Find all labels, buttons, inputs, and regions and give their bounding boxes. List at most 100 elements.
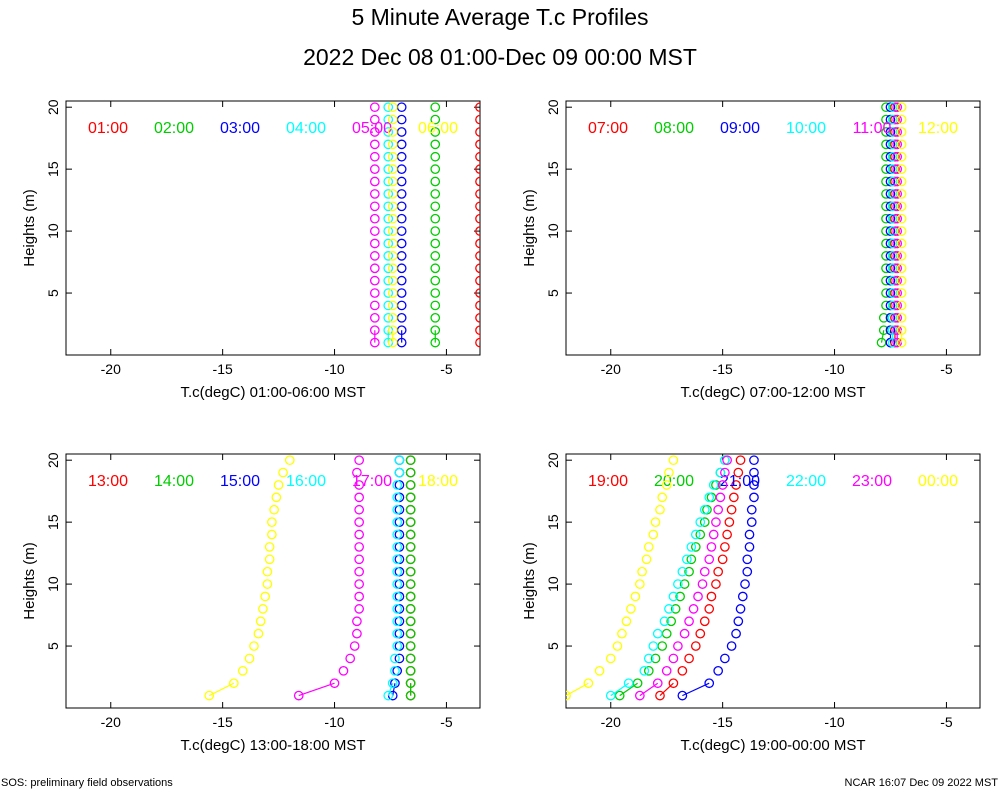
- data-point: [892, 226, 903, 236]
- x-tick-label: -15: [213, 714, 233, 730]
- data-point: [369, 312, 380, 323]
- legend-label: 21:00: [720, 473, 760, 490]
- data-point: [881, 176, 891, 187]
- x-tick-label: -10: [324, 361, 344, 377]
- data-point: [706, 542, 717, 552]
- data-point: [387, 337, 398, 348]
- data-point: [392, 542, 403, 552]
- data-point: [396, 300, 407, 311]
- data-point: [387, 263, 398, 274]
- data-point: [369, 151, 380, 162]
- data-point: [673, 641, 683, 651]
- data-point: [396, 213, 407, 224]
- data-point: [896, 213, 907, 224]
- data-point: [430, 114, 441, 125]
- data-point: [387, 678, 398, 689]
- data-point: [396, 127, 407, 137]
- data-point: [731, 480, 741, 490]
- data-point: [673, 579, 683, 589]
- data-point: [749, 455, 759, 466]
- data-point: [204, 690, 215, 701]
- data-point: [354, 517, 365, 527]
- data-point: [352, 628, 362, 639]
- data-point: [352, 467, 362, 478]
- data-point: [896, 300, 907, 311]
- legend-label: 05:00: [352, 120, 392, 137]
- data-point: [664, 604, 674, 614]
- data-point: [405, 641, 416, 651]
- data-point: [677, 665, 688, 676]
- data-point: [396, 176, 407, 187]
- data-point: [396, 114, 407, 125]
- data-point: [896, 337, 907, 348]
- data-point: [354, 566, 365, 577]
- data-point: [405, 504, 416, 515]
- y-axis-label: Heights (m): [21, 189, 38, 267]
- series-line-17:00: [298, 682, 335, 697]
- legend-label: 15:00: [220, 473, 260, 490]
- data-point: [249, 641, 259, 651]
- x-tick-label: -20: [101, 714, 121, 730]
- data-point: [475, 288, 480, 298]
- data-point: [892, 176, 903, 187]
- data-point: [430, 275, 441, 286]
- y-tick-label: 15: [45, 161, 61, 177]
- data-point: [430, 176, 441, 187]
- data-point: [267, 529, 277, 540]
- data-point: [387, 213, 398, 224]
- data-point: [383, 251, 394, 261]
- data-point: [394, 467, 405, 478]
- data-point: [396, 263, 407, 274]
- data-point: [659, 616, 670, 627]
- data-point: [396, 275, 407, 286]
- data-point: [690, 641, 701, 651]
- data-point: [369, 275, 380, 286]
- data-point: [711, 579, 721, 589]
- x-axis-label: T.c(degC) 13:00-18:00 MST: [180, 737, 365, 754]
- data-point: [896, 226, 907, 236]
- data-point: [369, 263, 380, 274]
- x-tick-label: -15: [713, 714, 733, 730]
- y-tick-label: 20: [545, 452, 561, 468]
- data-point: [262, 566, 273, 577]
- data-point: [396, 201, 407, 212]
- data-point: [383, 275, 394, 286]
- y-tick-label: 10: [45, 223, 61, 239]
- series-line-19:00: [659, 682, 674, 697]
- x-tick-label: -5: [440, 361, 453, 377]
- data-point: [396, 312, 407, 323]
- data-point: [690, 529, 701, 540]
- data-point: [881, 201, 891, 212]
- data-point: [387, 251, 398, 261]
- data-point: [684, 566, 694, 577]
- data-point: [338, 665, 349, 676]
- data-point: [387, 288, 398, 298]
- series-line-08:00: [880, 330, 885, 343]
- data-point: [255, 616, 266, 627]
- data-point: [583, 678, 594, 689]
- data-point: [383, 127, 394, 137]
- data-point: [724, 517, 735, 527]
- data-point: [668, 678, 679, 689]
- data-point: [896, 151, 907, 162]
- data-point: [881, 263, 891, 274]
- data-point: [369, 213, 380, 224]
- data-point: [392, 554, 403, 565]
- data-point: [735, 604, 746, 614]
- data-point: [253, 628, 264, 639]
- data-point: [369, 189, 380, 199]
- data-point: [892, 102, 903, 113]
- legend-label: 22:00: [786, 473, 826, 490]
- data-point: [733, 616, 744, 627]
- data-point: [405, 492, 416, 503]
- data-point: [369, 139, 380, 150]
- data-point: [668, 591, 679, 602]
- data-point: [726, 504, 737, 515]
- data-point: [612, 641, 623, 651]
- data-point: [394, 653, 405, 664]
- data-point: [713, 504, 724, 515]
- data-point: [383, 238, 394, 249]
- data-point: [722, 455, 732, 466]
- data-point: [892, 189, 903, 199]
- data-point: [475, 139, 480, 150]
